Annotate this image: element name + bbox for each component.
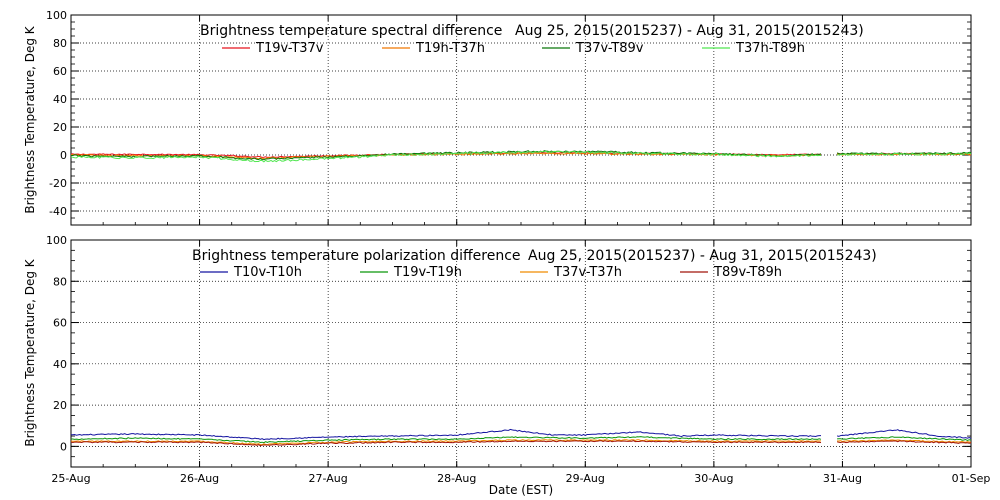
x-tick-label: 25-Aug (51, 472, 90, 485)
x-tick-label: 30-Aug (694, 472, 733, 485)
polarization-difference-panel: 0 20 40 60 80 100 25-Aug 26-Aug 27-Aug 28-Aug 29-… (23, 234, 990, 497)
y-axis-title: Brightness Temperature, Deg K (23, 258, 37, 446)
legend-label: T89v-T89h (713, 265, 782, 280)
x-axis-title: Date (EST) (489, 483, 553, 497)
y-tick-label: 80 (53, 37, 67, 50)
y-tick-label: 60 (53, 65, 67, 78)
x-axis-ticks (70, 15, 972, 225)
y-tick-label: 100 (46, 9, 67, 22)
y-tick-label: 100 (46, 234, 67, 247)
panel-title: Brightness temperature spectral differen… (200, 23, 502, 39)
legend-label: T37v-T37h (553, 265, 622, 280)
y-tick-label: 0 (60, 149, 67, 162)
legend: T10v-T10h T19v-T19h T37v-T37h T89v-T89h (200, 265, 782, 280)
series-line-t10v-t10h (70, 428, 972, 441)
y-tick-label: -40 (49, 205, 67, 218)
y-axis: -40 -20 0 20 40 60 80 100 (46, 9, 971, 226)
y-tick-label: 20 (53, 399, 67, 412)
y-tick-label: 40 (53, 358, 67, 371)
plot-area-frame (70, 14, 972, 226)
y-tick-label: 20 (53, 121, 67, 134)
series-lines (70, 150, 972, 163)
legend-label: T37h-T89h (735, 41, 805, 56)
grid-lines (71, 15, 971, 225)
series-line-t19v-t19h (71, 436, 972, 444)
series-line-t19h-t37h (70, 152, 971, 160)
spectral-difference-panel: -40 -20 0 20 40 60 80 100 Brightness temperatur… (23, 9, 972, 226)
x-tick-label: 27-Aug (309, 472, 348, 485)
x-axis-ticks (70, 240, 972, 467)
y-tick-label: 60 (53, 317, 67, 330)
series-line-t89v-t89h (70, 440, 972, 447)
legend-label: T37v-T89v (575, 41, 644, 56)
legend-label: T19v-T37v (255, 41, 324, 56)
x-tick-label: 29-Aug (566, 472, 605, 485)
series-line-t37h-t89h (70, 150, 972, 163)
y-axis-title: Brightness Temperature, Deg K (23, 25, 37, 213)
x-tick-label: 31-Aug (823, 472, 862, 485)
x-tick-label: 26-Aug (180, 472, 219, 485)
legend: T19v-T37v T19h-T37h T37v-T89v T37h-T89h (222, 41, 805, 56)
plot-area-frame (70, 239, 972, 468)
panel-date-range: Aug 25, 2015(2015237) - Aug 31, 2015(201… (528, 248, 877, 264)
y-tick-label: -20 (49, 177, 67, 190)
y-tick-label: 40 (53, 93, 67, 106)
y-tick-label: 0 (60, 440, 67, 453)
series-lines (70, 428, 972, 447)
x-axis: 25-Aug 26-Aug 27-Aug 28-Aug 29-Aug 30-Aug 31-A… (51, 472, 990, 485)
legend-label: T19h-T37h (415, 41, 485, 56)
x-tick-label: 28-Aug (437, 472, 476, 485)
legend-label: T10v-T10h (233, 265, 302, 280)
panel-date-range: Aug 25, 2015(2015237) - Aug 31, 2015(201… (515, 23, 864, 39)
x-tick-label: 01-Sep (952, 472, 991, 485)
y-axis: 0 20 40 60 80 100 (46, 234, 971, 468)
y-tick-label: 80 (53, 275, 67, 288)
legend-label: T19v-T19h (393, 265, 462, 280)
panel-title: Brightness temperature polarization diff… (192, 248, 521, 264)
grid-lines (71, 240, 971, 467)
